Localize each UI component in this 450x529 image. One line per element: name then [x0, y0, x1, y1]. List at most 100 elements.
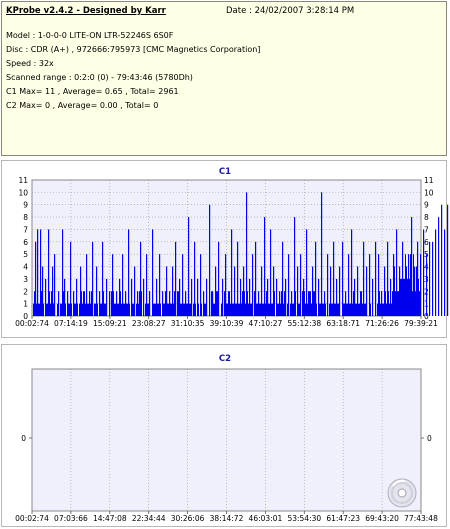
x-tick-label: 61:47:23	[326, 514, 360, 523]
c1-bar	[233, 303, 234, 316]
c1-bar	[36, 303, 37, 316]
c1-spike-bar	[112, 254, 114, 316]
c1-bar	[77, 303, 78, 316]
c1-spike-bar	[162, 291, 164, 316]
c1-bar	[171, 303, 172, 316]
c1-bar	[379, 291, 380, 316]
c1-spike-bar	[369, 254, 371, 316]
c1-spike-bar	[62, 229, 64, 316]
x-tick-label: 77:43:48	[404, 514, 438, 523]
c1-spike-bar	[83, 291, 85, 316]
c1-bar	[319, 303, 320, 316]
c1-bar	[349, 303, 350, 316]
c1-bar	[198, 303, 199, 316]
c1-spike-bar	[218, 241, 220, 316]
c1-spike-bar	[188, 217, 190, 316]
c1-spike-bar	[76, 278, 78, 316]
y-tick-label-left: 4	[23, 263, 28, 272]
c1-bar	[320, 303, 321, 316]
c1-bar	[409, 278, 410, 316]
c1-spike-bar	[152, 229, 154, 316]
y-tick-label-left: 9	[23, 201, 28, 210]
c1-bar	[260, 303, 261, 316]
x-tick-label: 55:12:38	[287, 319, 321, 328]
c1-bar	[310, 291, 311, 316]
x-tick-label: 63:18:71	[326, 319, 360, 328]
c1-spike-bar	[330, 266, 332, 316]
c1-bar	[382, 303, 383, 316]
c1-bar	[127, 303, 128, 316]
c1-bar	[71, 303, 72, 316]
c1-bar	[75, 303, 76, 316]
c2-summary-line: C2 Max= 0 , Average= 0.00 , Total= 0	[6, 101, 159, 110]
chart-title: C1	[219, 167, 231, 177]
c1-bar	[257, 303, 258, 316]
c1-spike-bar	[134, 266, 136, 316]
c1-spike-bar	[99, 291, 101, 316]
c1-bar	[284, 291, 285, 316]
c1-bar	[74, 303, 75, 316]
c1-spike-bar	[143, 278, 145, 316]
c1-bar	[120, 291, 121, 316]
c1-spike-bar	[231, 229, 233, 316]
c1-spike-bar	[197, 278, 199, 316]
c1-bar	[292, 303, 293, 316]
c1-bar	[350, 303, 351, 316]
c1-bar	[293, 303, 294, 316]
c1-bar	[316, 303, 317, 316]
c1-bar	[61, 303, 62, 316]
c1-spike-bar	[378, 254, 380, 316]
c1-bar	[63, 291, 64, 316]
c1-bar	[217, 291, 218, 316]
c1-bar	[132, 303, 133, 316]
c1-spike-bar	[348, 254, 350, 316]
c1-spike-bar	[52, 266, 54, 316]
x-tick-label: 07:03:66	[54, 514, 88, 523]
x-tick-label: 00:02:74	[15, 514, 49, 523]
c1-spike-bar	[40, 229, 42, 316]
c1-bar	[68, 303, 69, 316]
c1-spike-bar	[339, 266, 341, 316]
c1-bar	[238, 303, 239, 316]
c1-bar	[201, 303, 202, 316]
cd-disc-icon	[387, 478, 417, 508]
c1-bar	[87, 303, 88, 316]
c1-bar	[216, 291, 217, 316]
c1-bar	[91, 291, 92, 316]
c1-spike-bar	[54, 254, 56, 316]
info-panel: KProbe v2.4.2 - Designed by Karr Date : …	[1, 1, 447, 156]
c1-chart: C1 00:02:74 07:14:19 15:09:21 23:08:27 31:10:…	[15, 167, 449, 328]
c1-bar	[65, 303, 66, 316]
c1-bar	[43, 303, 44, 316]
c1-spike-bar	[102, 241, 104, 316]
c1-bar	[139, 291, 140, 316]
c1-spike-bar	[225, 254, 227, 316]
c1-bar	[419, 291, 420, 316]
y-tick-label-left: 10	[18, 188, 28, 197]
c1-bar	[361, 291, 362, 316]
c1-bar	[307, 303, 308, 316]
c1-bar	[158, 303, 159, 316]
x-tick-label: 39:10:39	[210, 319, 244, 328]
c1-bar	[356, 303, 357, 316]
c1-bar	[53, 303, 54, 316]
app-title: KProbe v2.4.2 - Designed by Karr	[6, 6, 166, 16]
c1-bar	[311, 303, 312, 316]
c1-spike-bar	[318, 278, 320, 316]
c1-spike-bar	[243, 266, 245, 316]
c1-spike-bar	[240, 278, 242, 316]
c1-bar	[81, 291, 82, 316]
c1-bar	[155, 303, 156, 316]
c1-spike-bar	[169, 291, 171, 316]
c1-spike-bar	[285, 278, 287, 316]
c1-bar	[213, 303, 214, 316]
c1-bar	[47, 303, 48, 316]
c1-bar	[355, 303, 356, 316]
c1-spike-bar	[357, 266, 359, 316]
c1-bar	[268, 303, 269, 316]
y-tick-label-left: 0	[21, 434, 26, 443]
c1-bar	[416, 266, 417, 316]
c1-bar	[33, 303, 34, 316]
c1-spike-bar	[375, 241, 377, 316]
c1-bar	[136, 303, 137, 316]
